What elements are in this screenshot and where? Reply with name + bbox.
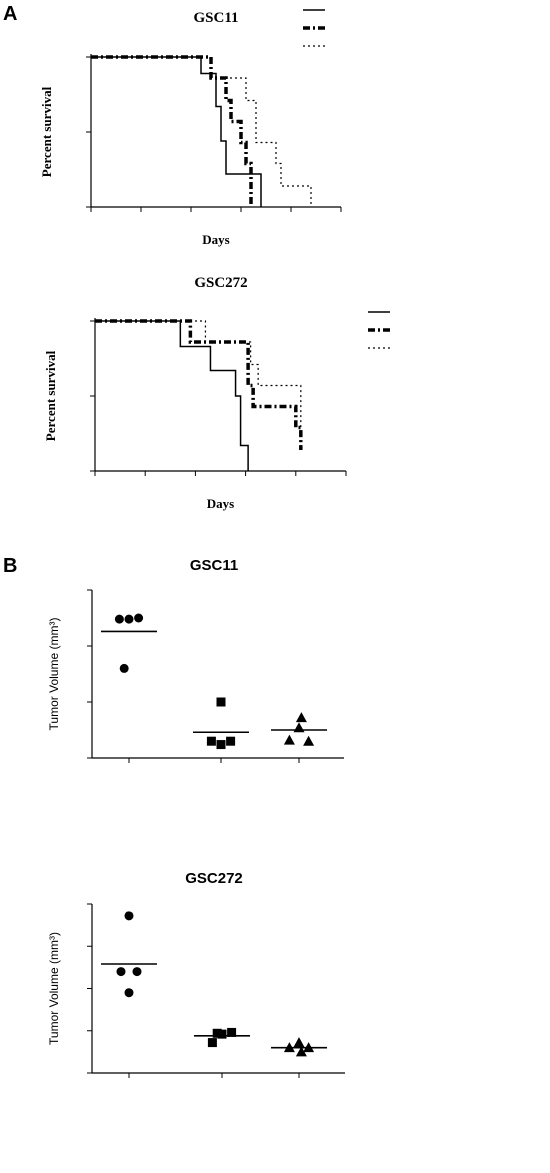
legend <box>368 311 390 349</box>
data-point-triangle <box>295 1046 307 1057</box>
data-point-triangle <box>283 1042 295 1053</box>
series-line-3 <box>91 56 312 207</box>
series-line-2 <box>91 55 253 207</box>
x-axis-label: Days <box>202 232 229 247</box>
data-point-circle <box>134 613 144 623</box>
x-axis-label: Days <box>207 496 234 511</box>
series-line-1 <box>95 320 249 471</box>
survival-chart-gsc11: GSC11 Days Percent survival <box>39 9 342 247</box>
axes <box>90 318 347 476</box>
series-lines <box>91 55 312 207</box>
data-point-triangle <box>283 734 295 745</box>
series-lines <box>95 319 303 471</box>
data-point-square <box>216 697 226 707</box>
chart-title: GSC11 <box>193 10 238 26</box>
chart-title: GSC11 <box>190 557 238 574</box>
data-point-square <box>227 1027 237 1037</box>
data-point-square <box>217 1029 227 1039</box>
series-line-3 <box>95 320 302 450</box>
data-point-circle <box>119 663 129 673</box>
data-point-square <box>212 1028 222 1038</box>
axes <box>87 589 344 763</box>
y-axis-label: Percent survival <box>39 86 54 177</box>
data-point-triangle <box>303 1042 315 1053</box>
data-point-circle <box>116 967 126 977</box>
tumor-volume-chart-gsc11: GSC11 Tumor Volume (mm³) <box>47 557 344 763</box>
data-point-triangle <box>293 1037 305 1048</box>
data-point-square <box>206 736 216 746</box>
data-point-square <box>226 736 236 746</box>
data-point-triangle <box>303 735 315 746</box>
data-point-circle <box>114 614 124 624</box>
panel-label-a: A <box>3 3 17 25</box>
data-points <box>101 613 327 750</box>
tumor-volume-chart-gsc272: GSC272 Tumor Volume (mm³) <box>47 870 345 1078</box>
data-point-circle <box>124 988 134 998</box>
data-point-square <box>216 740 226 750</box>
series-line-1 <box>91 56 262 207</box>
survival-chart-gsc272: GSC272 Days Percent survival <box>43 275 390 511</box>
data-point-triangle <box>295 712 307 723</box>
data-points <box>101 911 327 1057</box>
legend <box>303 9 325 47</box>
axes <box>86 54 342 212</box>
data-point-triangle <box>293 722 305 733</box>
data-point-circle <box>124 911 134 921</box>
data-point-circle <box>124 614 134 624</box>
panel-label-b: B <box>3 555 17 577</box>
chart-title: GSC272 <box>185 870 243 887</box>
axes <box>87 903 345 1078</box>
y-axis-label: Percent survival <box>43 350 58 441</box>
series-line-2 <box>95 319 303 450</box>
y-axis-label: Tumor Volume (mm³) <box>47 932 61 1045</box>
y-axis-label: Tumor Volume (mm³) <box>47 618 61 731</box>
chart-title: GSC272 <box>194 275 247 291</box>
data-point-square <box>207 1038 217 1048</box>
data-point-circle <box>132 967 142 977</box>
